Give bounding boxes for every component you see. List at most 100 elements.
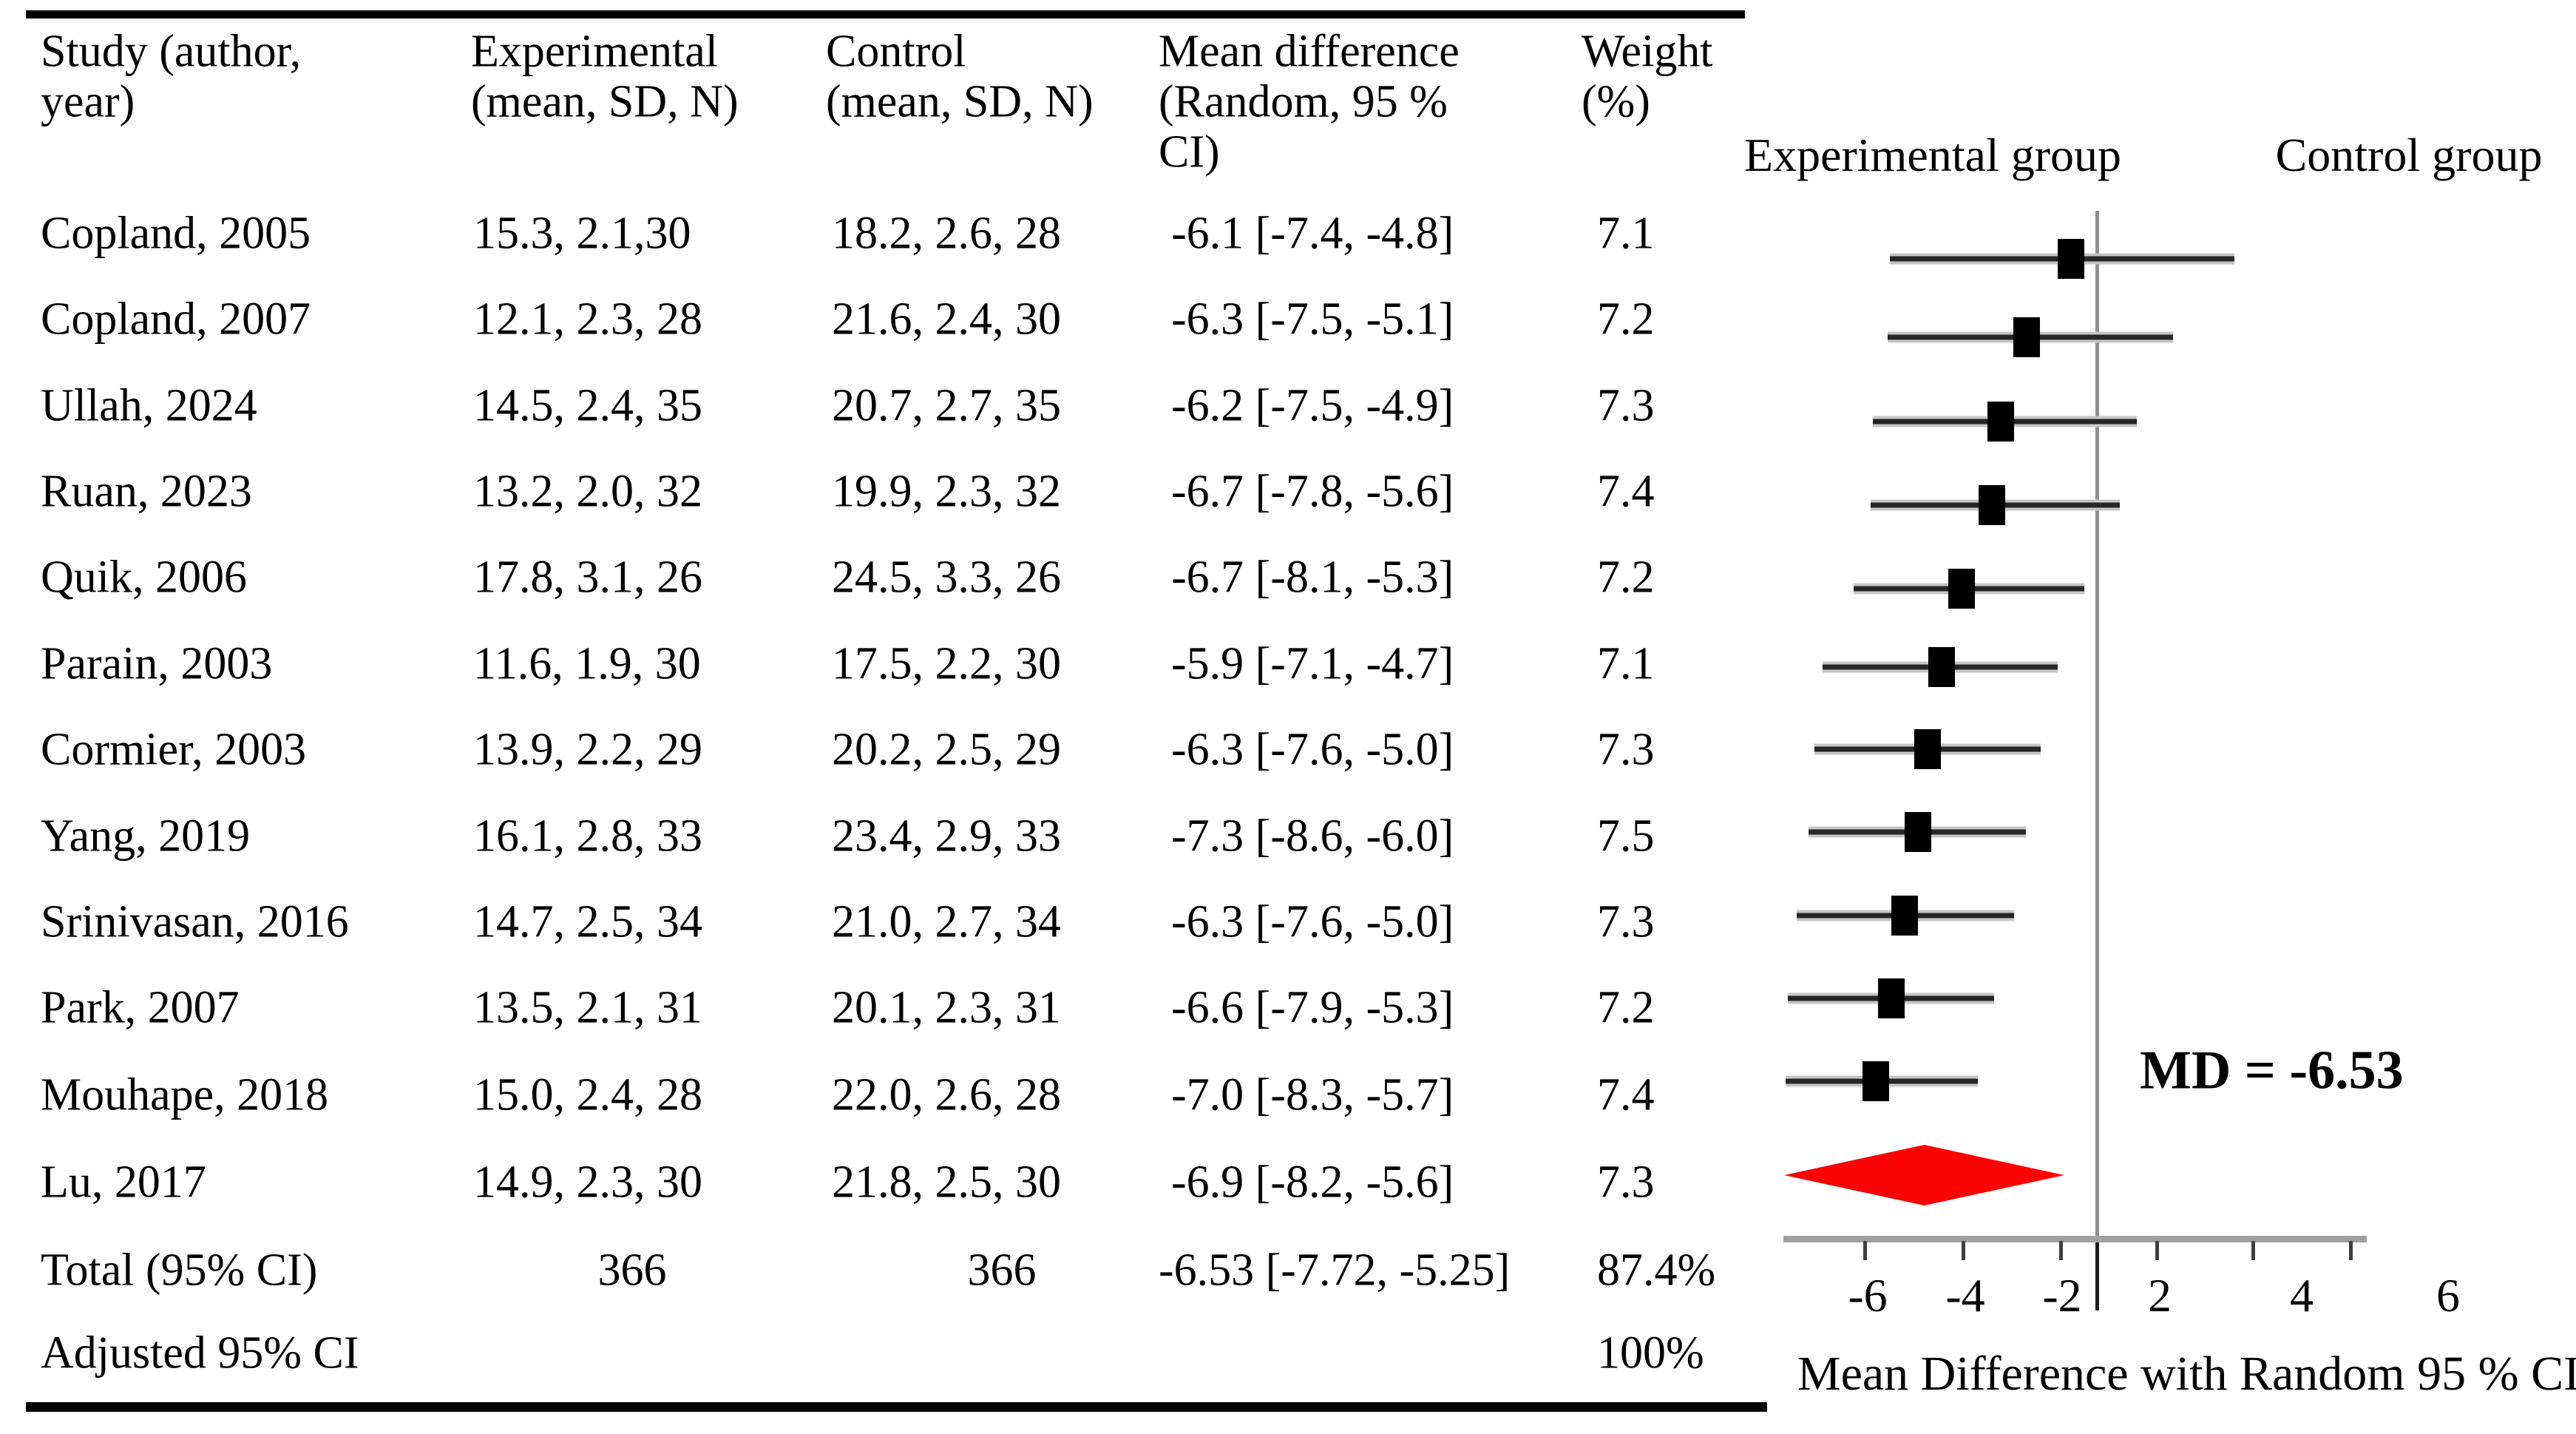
study-square-marker [1862, 1061, 1889, 1101]
column-header-study-line2: year) [41, 76, 135, 127]
pooled-diamond-marker [1784, 1145, 2064, 1205]
mean-diff-cell: -6.6 [-7.9, -5.3] [1171, 982, 1454, 1033]
table-bottom-rule [26, 1402, 1767, 1412]
mean-diff-cell: -6.2 [-7.5, -4.9] [1171, 380, 1454, 431]
study-square-marker [1928, 647, 1955, 687]
weight-cell: 7.3 [1597, 1157, 1655, 1208]
control-cell: 19.9, 2.3, 32 [832, 466, 1061, 517]
weight-cell: 7.4 [1597, 1069, 1655, 1120]
study-square-marker [2013, 317, 2040, 357]
column-header-experimental-line1: Experimental [471, 26, 718, 77]
pooled-md-annotation: MD = -6.53 [2140, 1040, 2404, 1101]
experimental-cell: 16.1, 2.8, 33 [473, 811, 702, 862]
experimental-cell: 12.1, 2.3, 28 [473, 294, 702, 345]
mean-diff-cell: -7.3 [-8.6, -6.0] [1171, 811, 1454, 862]
axis-tick-label: 4 [2290, 1269, 2314, 1322]
control-cell: 21.6, 2.4, 30 [832, 294, 1061, 345]
axis-tick [1863, 1241, 1867, 1260]
study-name-cell: Cormier, 2003 [41, 724, 307, 775]
study-name-cell: Copland, 2007 [41, 294, 311, 345]
total-row-control-n: 366 [967, 1245, 1037, 1296]
study-name-cell: Parain, 2003 [41, 638, 273, 689]
experimental-cell: 15.0, 2.4, 28 [473, 1069, 702, 1120]
study-square-marker [1905, 812, 1931, 852]
weight-cell: 7.1 [1597, 638, 1655, 689]
axis-tick-label: -2 [2042, 1269, 2082, 1322]
weight-cell: 7.2 [1597, 294, 1655, 345]
study-name-cell: Park, 2007 [41, 982, 240, 1033]
x-axis-line [1783, 1236, 2367, 1242]
column-header-experimental-line2: (mean, SD, N) [471, 76, 739, 127]
weight-cell: 7.3 [1597, 380, 1655, 431]
mean-diff-cell: -6.9 [-8.2, -5.6] [1171, 1157, 1454, 1208]
x-axis-title: Mean Difference with Random 95 % CI [1797, 1347, 2576, 1401]
column-header-control-line2: (mean, SD, N) [826, 76, 1094, 127]
zero-line [2095, 211, 2099, 1236]
study-square-marker [1914, 729, 1941, 769]
mean-diff-cell: -6.3 [-7.6, -5.0] [1171, 896, 1454, 947]
axis-tick [1962, 1241, 1965, 1260]
mean-diff-cell: -6.3 [-7.5, -5.1] [1171, 294, 1454, 345]
axis-tick-label: -6 [1848, 1269, 1888, 1322]
experimental-cell: 11.6, 1.9, 30 [473, 638, 701, 689]
weight-cell: 7.2 [1597, 552, 1655, 603]
weight-cell: 7.3 [1597, 896, 1655, 947]
total-row-experimental-n: 366 [597, 1245, 667, 1296]
axis-tick-label: 6 [2436, 1269, 2460, 1322]
control-cell: 20.7, 2.7, 35 [832, 380, 1061, 431]
control-cell: 24.5, 3.3, 26 [832, 552, 1061, 603]
study-square-marker [2058, 239, 2084, 279]
study-square-marker [1948, 569, 1975, 609]
weight-cell: 7.4 [1597, 466, 1655, 517]
experimental-cell: 15.3, 2.1,30 [473, 208, 691, 259]
axis-tick [2349, 1241, 2353, 1260]
column-header-weight-line1: Weight [1582, 26, 1713, 77]
weight-cell: 7.1 [1597, 208, 1655, 259]
study-name-cell: Quik, 2006 [41, 552, 247, 603]
zero-line-lower-segment [2095, 1236, 2099, 1310]
study-square-marker [1979, 485, 2005, 525]
experimental-group-label: Experimental group [1743, 129, 2122, 181]
axis-tick [2059, 1241, 2063, 1260]
axis-tick-label: 2 [2148, 1269, 2172, 1322]
axis-tick-label: -4 [1945, 1269, 1985, 1322]
axis-tick [2155, 1241, 2159, 1260]
weight-cell: 7.5 [1597, 811, 1655, 862]
control-group-label: Control group [2275, 129, 2543, 181]
study-name-cell: Srinivasan, 2016 [41, 896, 349, 947]
study-name-cell: Mouhape, 2018 [41, 1069, 329, 1120]
experimental-cell: 14.7, 2.5, 34 [473, 896, 702, 947]
mean-diff-cell: -7.0 [-8.3, -5.7] [1171, 1069, 1454, 1120]
weight-cell: 7.2 [1597, 982, 1655, 1033]
control-cell: 20.2, 2.5, 29 [832, 724, 1061, 775]
adjusted-row-weight: 100% [1597, 1328, 1704, 1379]
control-cell: 21.0, 2.7, 34 [832, 896, 1061, 947]
total-row-label: Total (95% CI) [41, 1245, 318, 1296]
mean-diff-cell: -6.7 [-8.1, -5.3] [1171, 552, 1454, 603]
mean-diff-cell: -6.3 [-7.6, -5.0] [1171, 724, 1454, 775]
experimental-cell: 13.9, 2.2, 29 [473, 724, 702, 775]
column-header-mean-diff-line3: CI) [1159, 126, 1220, 177]
control-cell: 17.5, 2.2, 30 [832, 638, 1061, 689]
experimental-cell: 17.8, 3.1, 26 [473, 552, 702, 603]
adjusted-row-label: Adjusted 95% CI [41, 1328, 359, 1379]
mean-diff-cell: -5.9 [-7.1, -4.7] [1171, 638, 1454, 689]
column-header-mean-diff-line1: Mean difference [1159, 26, 1460, 77]
experimental-cell: 13.2, 2.0, 32 [473, 466, 702, 517]
mean-diff-cell: -6.7 [-7.8, -5.6] [1171, 466, 1454, 517]
column-header-mean-diff-line2: (Random, 95 % [1159, 76, 1448, 127]
axis-tick [2251, 1241, 2255, 1260]
experimental-cell: 14.5, 2.4, 35 [473, 380, 702, 431]
experimental-cell: 13.5, 2.1, 31 [473, 982, 702, 1033]
control-cell: 22.0, 2.6, 28 [832, 1069, 1061, 1120]
table-top-rule [26, 10, 1745, 18]
mean-diff-cell: -6.1 [-7.4, -4.8] [1171, 208, 1454, 259]
control-cell: 23.4, 2.9, 33 [832, 811, 1061, 862]
study-square-marker [1878, 978, 1905, 1018]
column-header-study-line1: Study (author, [41, 26, 302, 77]
experimental-cell: 14.9, 2.3, 30 [473, 1157, 702, 1208]
column-header-control-line1: Control [826, 26, 966, 77]
control-cell: 18.2, 2.6, 28 [832, 208, 1061, 259]
control-cell: 20.1, 2.3, 31 [832, 982, 1061, 1033]
